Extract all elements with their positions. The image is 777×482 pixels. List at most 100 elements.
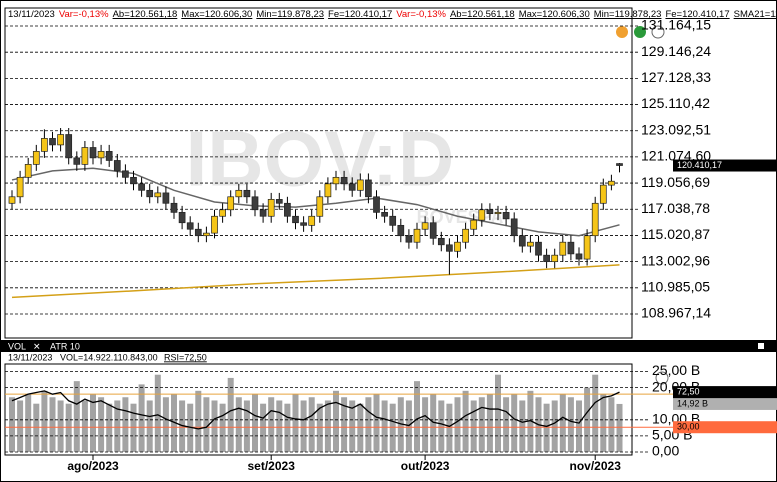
candle-body [292, 215, 299, 224]
volume-bar [98, 397, 105, 452]
icon[interactable] [655, 371, 669, 385]
volume-bar [576, 400, 582, 452]
volume-bar [600, 394, 607, 452]
y-tick-label: 119.056,69 [641, 174, 710, 190]
volume-bar [25, 394, 32, 452]
volume-bar [527, 390, 534, 452]
volume-bar [203, 397, 210, 452]
candle-body [24, 164, 32, 178]
header-item: Ab=120.561,18 [112, 9, 178, 20]
y-tick-label: 115.020,87 [641, 226, 710, 242]
y-tick-label: 125.110,42 [641, 95, 710, 111]
volume-panel [4, 363, 633, 456]
y-tick-label: 0,00 [652, 443, 679, 459]
tab[interactable]: VOL [8, 341, 26, 351]
candle-body [567, 241, 575, 255]
volume-bar [195, 390, 202, 452]
candle-body [494, 212, 502, 215]
volume-bar [543, 403, 550, 452]
tab[interactable]: ATR 10 [50, 341, 80, 351]
candle-body [284, 202, 291, 217]
candle-body [162, 192, 170, 204]
x-tick-label: ago/2023 [67, 459, 119, 473]
volume-bar [414, 381, 420, 452]
volume-bar [422, 397, 429, 452]
volume-bar [454, 397, 461, 452]
volume-bar [73, 381, 80, 452]
x-tick-label: set/2023 [248, 459, 296, 473]
volume-bar [365, 397, 372, 452]
candle-body [413, 228, 421, 243]
volume-bar [243, 400, 250, 452]
maximize[interactable] [758, 343, 764, 349]
volume-bar [284, 403, 291, 452]
candle-body [170, 202, 178, 213]
icon[interactable] [616, 26, 628, 38]
candle-body [65, 134, 73, 159]
candle-body [397, 224, 405, 237]
volume-bar [227, 377, 234, 452]
y-tick-label: 113.002,96 [641, 252, 710, 268]
candle-body [146, 189, 154, 198]
icon[interactable] [634, 26, 646, 38]
candle-body [340, 176, 348, 185]
volume-bar [519, 400, 526, 452]
volume-bar [292, 394, 299, 452]
candle-body [518, 235, 526, 247]
candle-body [332, 176, 340, 185]
tab-close[interactable]: ✕ [33, 341, 41, 351]
candle-body [421, 222, 429, 230]
candle-body [275, 199, 283, 204]
candle-body [251, 196, 259, 211]
volume-bar [381, 400, 388, 452]
candle-body [608, 180, 615, 186]
volume-bar [397, 397, 404, 452]
candle-body [122, 170, 129, 178]
candle-body [405, 235, 413, 243]
candle-body [300, 222, 307, 226]
y-tick-label: 131.164,15 [641, 17, 711, 33]
candle-body [243, 189, 251, 198]
candle-body [373, 196, 380, 213]
volume-bar [300, 400, 307, 452]
level-label: 30,00 [677, 422, 700, 432]
candle-body [113, 160, 121, 172]
volume-bar [333, 390, 339, 452]
header-item: Var=-0,13% [396, 9, 446, 20]
x-tick-label: out/2023 [401, 459, 450, 473]
volume-bar [138, 384, 145, 452]
candle-body [32, 151, 40, 165]
candle-body [437, 237, 445, 246]
candle-body [389, 215, 397, 226]
rsi-label: 72,50 [677, 386, 700, 396]
candle-body [502, 212, 510, 220]
candle-body [365, 179, 372, 198]
rsi-line [11, 390, 620, 430]
header-item: Max=120.606,30 [181, 9, 253, 20]
candle-body [194, 228, 202, 237]
candle-body [154, 192, 162, 198]
candle-body [97, 151, 105, 159]
volume-bar [478, 397, 485, 452]
volume-bar [154, 374, 161, 452]
volume-bar [81, 400, 88, 452]
icon[interactable] [651, 25, 665, 39]
volume-bar [389, 403, 396, 452]
volume-bar [341, 397, 348, 452]
header-item: 13/11/2023 [8, 9, 55, 20]
candle-body [527, 241, 534, 247]
candle-body [219, 209, 226, 217]
sub-rsi: RSI=72,50 [164, 352, 207, 362]
header-item: Ab=120.561,18 [449, 9, 515, 20]
volume-bar [33, 403, 40, 452]
candle-body [470, 219, 478, 230]
candle-body [510, 218, 518, 237]
candle-body [49, 138, 56, 146]
volume-bar [357, 403, 364, 452]
volume-bar [446, 403, 453, 452]
volume-bar [470, 400, 477, 452]
volume-bar [65, 403, 72, 452]
candle-body [186, 222, 194, 230]
volume-bar [276, 400, 283, 452]
header-item: SMA21=115.840,32 [733, 9, 777, 20]
